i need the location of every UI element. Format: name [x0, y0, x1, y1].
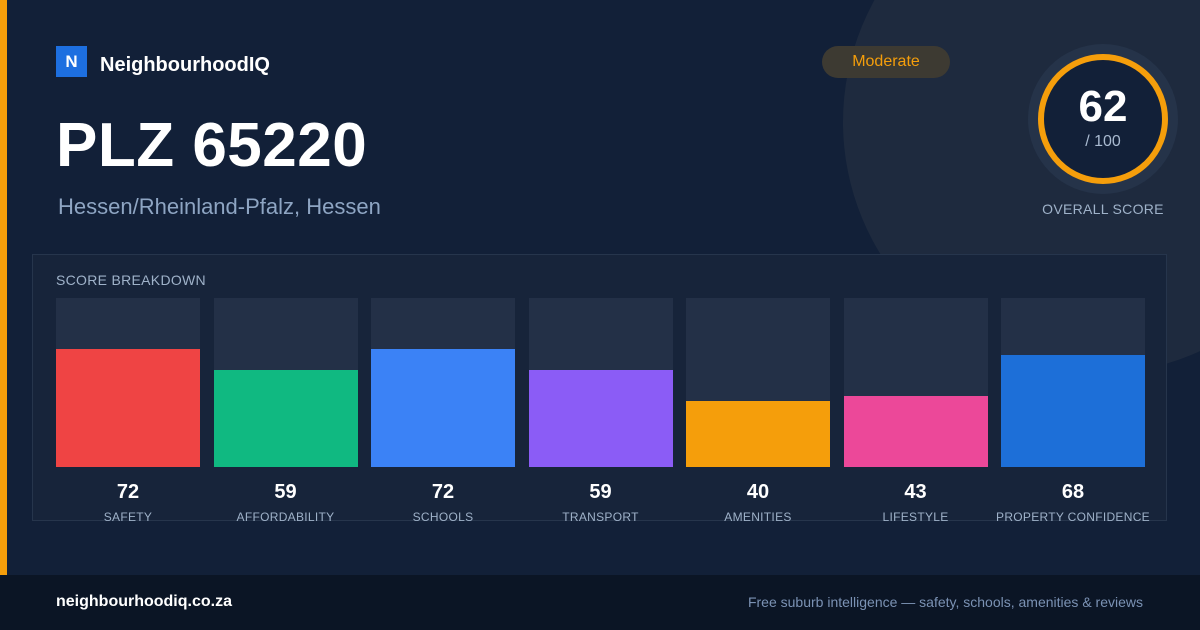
footer-site-link[interactable]: neighbourhoodiq.co.za: [56, 593, 232, 610]
bar-track: [1001, 298, 1145, 467]
footer: neighbourhoodiq.co.za Free suburb intell…: [0, 575, 1200, 630]
bar-label: SCHOOLS: [412, 510, 474, 524]
bar-label: PROPERTY CONFIDENCE: [996, 510, 1150, 524]
score-ring-track: [1041, 57, 1165, 181]
bar-fill: [843, 396, 988, 467]
bar-value: 68: [1061, 481, 1085, 503]
bar-track: [528, 298, 673, 467]
page-title: PLZ 65220: [56, 111, 368, 180]
overall-score-max: / 100: [1085, 133, 1121, 150]
brand: N NeighbourhoodIQ: [56, 46, 270, 77]
bar-track: [686, 298, 830, 467]
rating-badge: Moderate: [822, 46, 950, 78]
brand-name: NeighbourhoodIQ: [100, 54, 270, 76]
bar-value: 72: [116, 481, 140, 503]
breakdown-title: SCORE BREAKDOWN: [56, 272, 206, 288]
bar-value: 59: [274, 481, 297, 503]
bar-track: [371, 298, 515, 467]
overall-score-ring: [1028, 44, 1178, 194]
overall-score-value: 62: [1078, 82, 1128, 131]
bar-label: TRANSPORT: [562, 510, 639, 524]
score-ring-arc: [1038, 54, 1168, 184]
bar-fill: [371, 348, 515, 467]
location-subtitle: Hessen/Rheinland-Pfalz, Hessen: [58, 194, 381, 219]
bar-fill: [1001, 355, 1145, 467]
bar-fill: [686, 401, 830, 467]
footer-tagline: Free suburb intelligence — safety, schoo…: [747, 594, 1143, 610]
accent-bar: [0, 0, 7, 575]
bar-label: AMENITIES: [724, 510, 792, 524]
score-breakdown-panel: SCORE BREAKDOWN 72 SAFETY 59 AFFORDABILITY 7…: [32, 254, 1167, 524]
bar-value: 43: [904, 481, 927, 503]
bar-track: [56, 298, 200, 467]
bar-value: 59: [589, 481, 612, 503]
bar-fill: [528, 370, 673, 467]
bar-fill: [56, 348, 200, 467]
bar-fill: [213, 370, 358, 467]
bar-label: AFFORDABILITY: [236, 510, 335, 524]
overall-score-label: OVERALL SCORE: [1042, 201, 1164, 217]
bar-track: [213, 298, 358, 467]
bar-track: [843, 298, 988, 467]
brand-logo-icon: N: [56, 46, 87, 77]
bar-value: 40: [746, 481, 770, 503]
bar-label: SAFETY: [103, 510, 153, 524]
bar-label: LIFESTYLE: [882, 510, 949, 524]
bar-value: 72: [431, 481, 455, 503]
